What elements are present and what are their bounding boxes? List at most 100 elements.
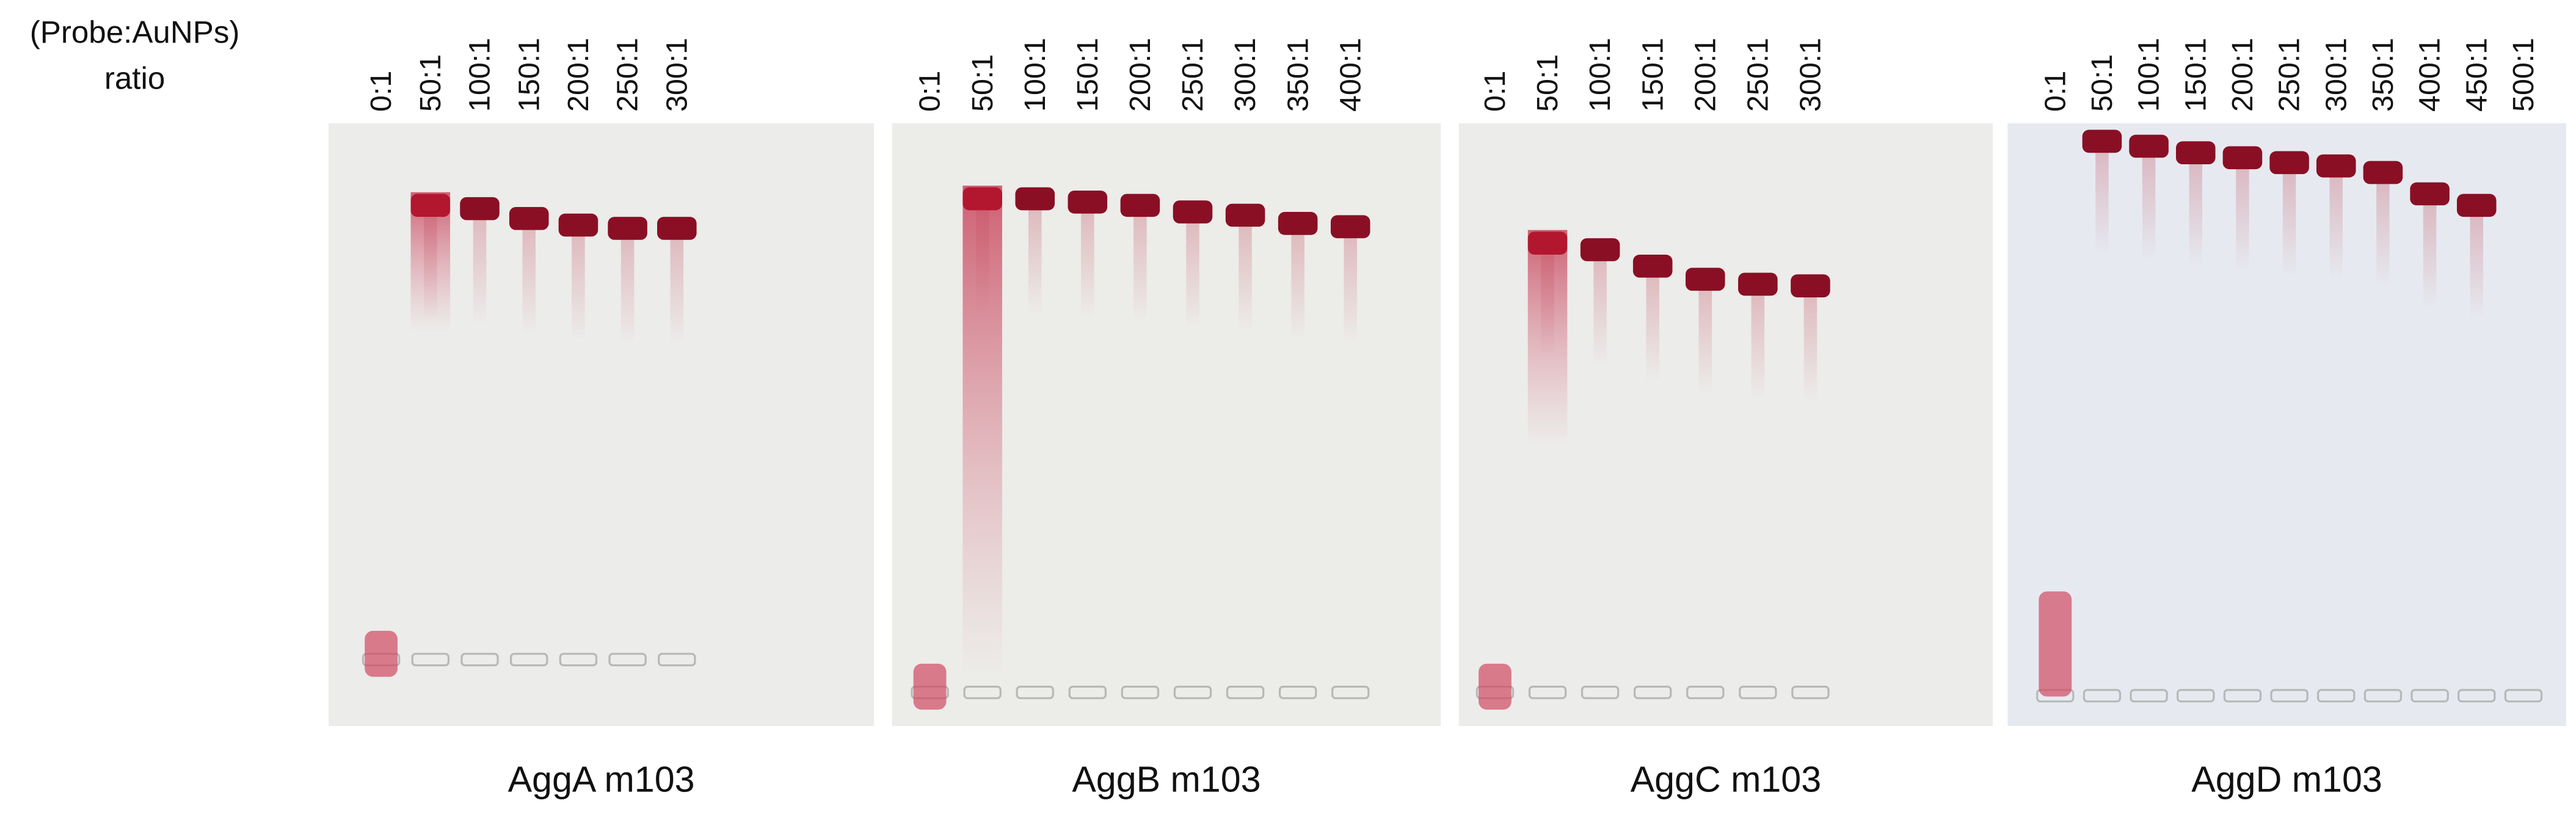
- well: [1528, 685, 1567, 699]
- band-tail: [2282, 162, 2296, 278]
- well: [608, 653, 647, 667]
- band: [2222, 146, 2263, 170]
- band-tail: [1186, 212, 1199, 327]
- well-blob: [1479, 663, 1512, 710]
- band-tail: [1028, 198, 1042, 314]
- gel-caption: AggA m103: [508, 759, 695, 800]
- band: [1015, 187, 1055, 211]
- band: [1632, 254, 1673, 278]
- band: [2316, 154, 2356, 178]
- band-tail: [1751, 284, 1765, 399]
- lane-label: 350:1: [1281, 38, 1314, 112]
- well: [1739, 685, 1777, 699]
- band-tail: [620, 228, 635, 344]
- lane-label: 100:1: [2133, 38, 2166, 112]
- band: [1225, 203, 1265, 227]
- band-tail: [1344, 227, 1357, 342]
- band-tail: [1593, 249, 1607, 365]
- band: [1738, 272, 1778, 296]
- band-tail: [522, 218, 536, 334]
- well: [1278, 685, 1317, 699]
- well: [1016, 685, 1054, 699]
- lane-label: 50:1: [966, 54, 999, 112]
- band: [1580, 238, 1620, 261]
- band-tail: [1803, 286, 1817, 401]
- well: [1791, 685, 1830, 699]
- lane-label: 150:1: [2179, 38, 2212, 112]
- band-tail: [1541, 243, 1554, 358]
- row-label: (Probe:AuNPs): [30, 15, 240, 49]
- band: [1068, 191, 1108, 214]
- well: [460, 653, 499, 667]
- band-tail: [1081, 202, 1094, 318]
- well: [2504, 689, 2543, 703]
- band-tail: [2376, 172, 2390, 288]
- well: [2130, 689, 2168, 703]
- band: [2175, 141, 2216, 165]
- well: [2410, 689, 2449, 703]
- band: [558, 213, 599, 237]
- band: [2269, 151, 2309, 175]
- well: [411, 653, 449, 667]
- row-label: ratio: [104, 60, 165, 95]
- well-blob: [365, 631, 398, 677]
- band: [1791, 274, 1830, 297]
- lane-label: 50:1: [2086, 54, 2119, 112]
- gel: [329, 123, 875, 727]
- well: [1633, 685, 1672, 699]
- band-tail: [572, 225, 585, 340]
- band: [1278, 212, 1318, 235]
- well: [658, 653, 696, 667]
- lane-label: 150:1: [512, 38, 545, 112]
- lane-label: 250:1: [1741, 38, 1774, 112]
- lane-label: 0:1: [365, 71, 398, 112]
- band-tail: [2189, 153, 2203, 268]
- well: [1173, 685, 1212, 699]
- band-tail: [1646, 266, 1659, 382]
- band: [2082, 129, 2122, 153]
- lane-label: 300:1: [2319, 38, 2352, 112]
- lane-label: 200:1: [1689, 38, 1722, 112]
- gel-caption: AggD m103: [2191, 759, 2382, 800]
- lane-label: 100:1: [464, 38, 497, 112]
- band-tail: [2423, 194, 2437, 309]
- band: [1120, 194, 1160, 217]
- well: [2083, 689, 2122, 703]
- lane-label: 300:1: [660, 38, 693, 112]
- lane-label: 200:1: [2226, 38, 2259, 112]
- lane-label: 250:1: [1176, 38, 1209, 112]
- band: [1685, 267, 1725, 291]
- band: [460, 197, 500, 220]
- band: [2129, 134, 2169, 158]
- band-tail: [975, 198, 989, 314]
- lane-label: 250:1: [2273, 38, 2306, 112]
- well-blob: [2039, 591, 2072, 697]
- well: [1686, 685, 1725, 699]
- lane-label: 100:1: [1019, 38, 1052, 112]
- band-tail: [424, 205, 437, 321]
- well: [2270, 689, 2309, 703]
- band-tail: [2236, 158, 2249, 273]
- lane-label: 250:1: [611, 38, 644, 112]
- well: [559, 653, 598, 667]
- well: [2317, 689, 2356, 703]
- band-tail: [473, 208, 487, 324]
- lane-label: 50:1: [414, 54, 447, 112]
- lane-label: 0:1: [914, 71, 947, 112]
- lane-label: 150:1: [1636, 38, 1669, 112]
- lane-label: 150:1: [1071, 38, 1104, 112]
- lane-label: 300:1: [1794, 38, 1827, 112]
- band: [657, 217, 697, 240]
- well: [2363, 689, 2403, 703]
- band: [509, 206, 549, 230]
- band-tail: [2095, 141, 2109, 256]
- lane-label: 50:1: [1531, 54, 1564, 112]
- lane-label: 350:1: [2367, 38, 2400, 112]
- band: [1527, 231, 1568, 255]
- well-blob: [913, 663, 947, 710]
- lane-label: 400:1: [2414, 38, 2447, 112]
- well: [509, 653, 548, 667]
- well: [2177, 689, 2215, 703]
